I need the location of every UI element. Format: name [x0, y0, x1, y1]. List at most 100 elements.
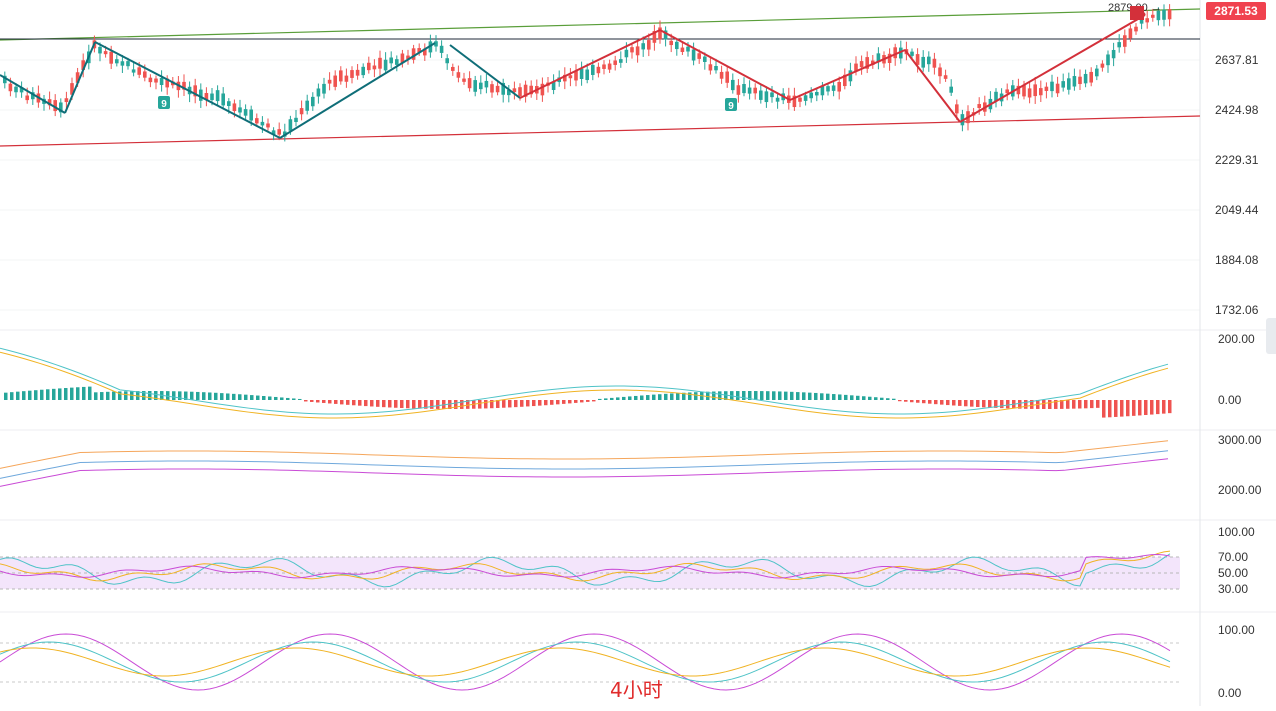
macd-bar [550, 400, 554, 405]
candle-body [848, 70, 853, 82]
candle-body [753, 87, 757, 94]
candle-body [243, 109, 248, 116]
macd-bar [868, 396, 872, 400]
candle-body [759, 90, 763, 100]
macd-bar [904, 400, 908, 402]
axis-scroll-handle[interactable] [1266, 318, 1276, 354]
candle-body [663, 30, 668, 40]
macd-bar [394, 400, 398, 408]
macd-bar [736, 391, 740, 400]
candle-body [529, 85, 533, 95]
candle-body [333, 75, 337, 87]
candle-body [165, 78, 169, 88]
channels [0, 8, 1201, 147]
candle-body [691, 49, 696, 61]
macd-bar [1000, 400, 1004, 409]
macd-bar [934, 400, 938, 405]
macd-bar [178, 391, 182, 400]
macd-bar [208, 392, 212, 400]
macd-bar [352, 400, 356, 406]
trend-arrow-red [659, 29, 791, 101]
td-marker-label: 9 [161, 99, 167, 110]
candle-body [680, 47, 685, 52]
macd-bar [826, 393, 830, 400]
macd-bar [1144, 400, 1148, 416]
macd-bar [40, 389, 44, 400]
macd-bar [424, 400, 428, 409]
candle-body [652, 30, 657, 43]
candle-body [120, 61, 125, 66]
price-tick-label: 2637.81 [1215, 53, 1259, 67]
indicator-tick-label: 2000.00 [1218, 483, 1262, 497]
indicator-tick-label: 100.00 [1218, 525, 1255, 539]
candle-body [406, 55, 410, 60]
candle-body [154, 78, 158, 83]
macd-bar [1150, 400, 1154, 415]
kdj-panel [0, 633, 1180, 691]
macd-bar [460, 400, 464, 409]
macd-bar [838, 394, 842, 400]
candle-body [271, 130, 276, 135]
kdj-line [0, 647, 1171, 677]
macd-bar [148, 391, 152, 400]
high-marker-box [1130, 6, 1144, 20]
candle-body [837, 82, 841, 92]
candle-body [53, 100, 57, 112]
macd-bar [592, 400, 596, 402]
macd-bar [712, 391, 716, 400]
macd-bar [334, 400, 338, 404]
macd-bar [478, 400, 482, 409]
candle-body [126, 61, 130, 67]
candle-body [3, 75, 7, 84]
candle-body [210, 93, 214, 101]
candle-body [708, 64, 713, 71]
candle-body [411, 48, 416, 60]
macd-bar [196, 391, 200, 400]
macd-bar [388, 400, 392, 408]
candle-body [361, 66, 365, 76]
macd-bar [994, 400, 998, 408]
macd-bar [1126, 400, 1130, 417]
candle-body [434, 41, 438, 47]
candle-body [484, 80, 489, 88]
macd-bar [112, 391, 116, 400]
candle-body [227, 101, 231, 107]
candle-body [725, 71, 729, 83]
candle-body [798, 97, 802, 102]
trend-arrow-red [904, 49, 961, 123]
macd-bar [898, 400, 902, 402]
macd-bar [658, 394, 662, 400]
candle-body [159, 77, 164, 86]
macd-bar [142, 391, 146, 400]
macd-bar [46, 389, 50, 400]
candle-body [1095, 68, 1099, 77]
macd-bar [676, 393, 680, 400]
channel-bottom-line [0, 115, 1201, 147]
candle-body [193, 85, 197, 97]
candle-body [479, 82, 483, 90]
macd-bar [748, 391, 752, 400]
candle-body [1067, 78, 1071, 90]
candle-body [977, 104, 981, 108]
trend-arrow-teal [0, 74, 66, 114]
macd-bar [322, 400, 326, 403]
macd-bar [274, 396, 278, 400]
macd-bar [850, 395, 854, 400]
candle-body [8, 83, 13, 92]
candle-body [523, 84, 528, 97]
macd-bar [802, 392, 806, 400]
candle-body [686, 46, 690, 52]
macd-bar [982, 400, 986, 408]
candle-body [719, 71, 724, 79]
candle-body [613, 60, 617, 65]
candle-body [1016, 85, 1021, 95]
macd-bar [670, 393, 674, 400]
macd-bar [1048, 400, 1052, 409]
candle-body [70, 83, 74, 95]
macd-bar [1168, 400, 1172, 414]
macd-bar [1042, 400, 1046, 409]
macd-bar [970, 400, 974, 407]
macd-bar [370, 400, 374, 407]
